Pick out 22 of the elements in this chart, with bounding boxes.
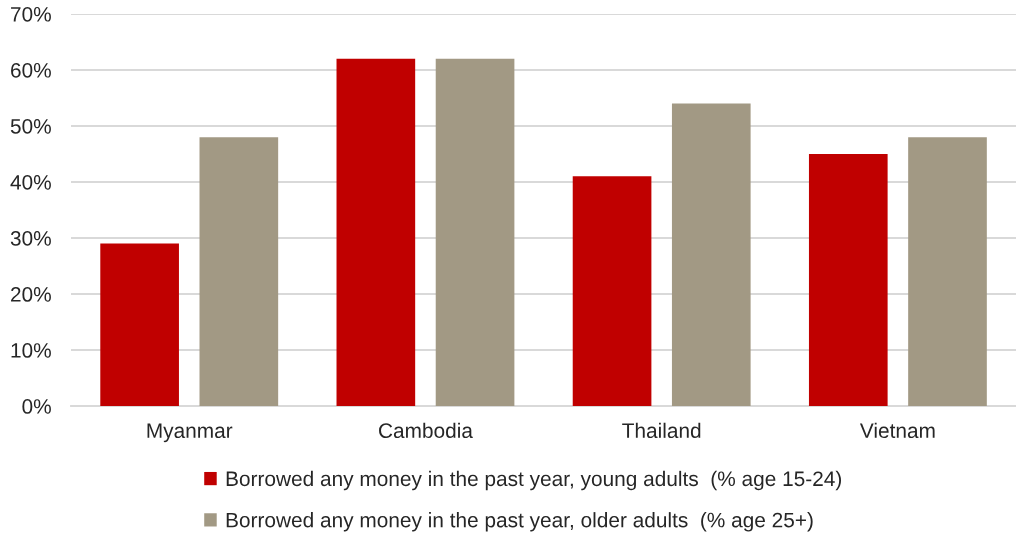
y-tick-label: 60% (11, 62, 51, 78)
legend-label: Borrowed any money in the past year, young adults (% age 15-24) (226, 470, 842, 491)
bar (808, 153, 888, 407)
bar (199, 137, 279, 407)
bar (671, 103, 751, 407)
x-tick-label: Vietnam (859, 422, 935, 439)
x-tick-label: Myanmar (147, 423, 233, 443)
y-tick-label: 20% (11, 287, 51, 302)
y-tick-label: 0% (22, 399, 51, 414)
y-tick-label: 70% (11, 6, 51, 22)
bar (336, 58, 416, 407)
y-tick-label: 50% (10, 118, 51, 134)
x-tick-label: Thailand (622, 422, 701, 439)
legend-label: Borrowed any money in the past year, older adults (% age 25+) (226, 512, 813, 532)
bar (435, 58, 515, 407)
bar (100, 243, 179, 407)
y-tick-label: 40% (10, 174, 51, 190)
y-tick-label: 10% (11, 343, 51, 358)
bar (572, 176, 652, 407)
y-tick-label: 30% (10, 231, 51, 246)
x-tick-label: Cambodia (379, 422, 473, 439)
bar (908, 137, 987, 407)
